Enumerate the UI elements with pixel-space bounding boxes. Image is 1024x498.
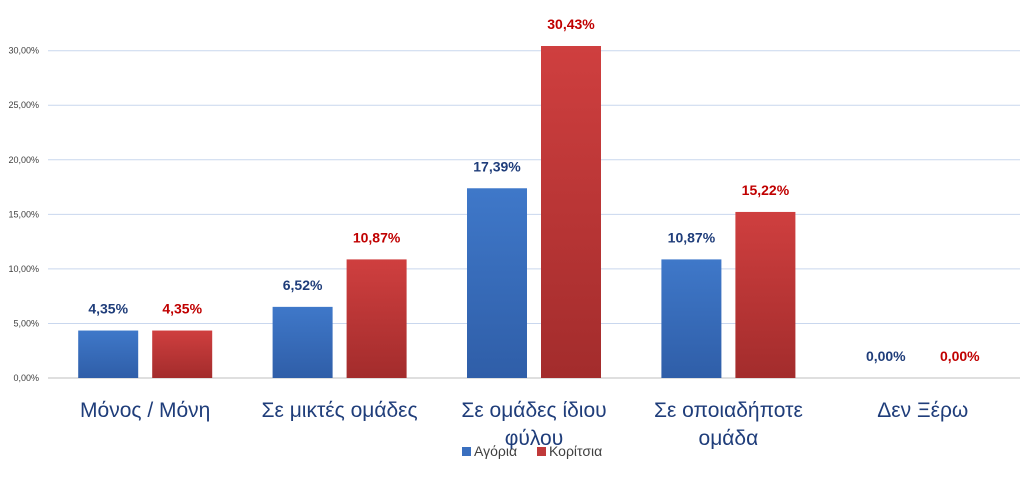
y-tick-label: 25,00% bbox=[8, 100, 39, 110]
category-label-line: Σε ομάδες ίδιου bbox=[461, 399, 606, 422]
data-label: 10,87% bbox=[353, 229, 401, 245]
data-labels: 4,35% 4,35% 6,52% 10,87% 17,39% 30,43% 10,87% 1… bbox=[88, 16, 980, 364]
y-tick-label: 0,00% bbox=[13, 373, 39, 383]
legend-swatch-girls bbox=[537, 447, 546, 456]
category-label: Σε οποιαδήποτε ομάδα bbox=[654, 399, 803, 450]
category-label-line: Σε οποιαδήποτε bbox=[654, 399, 803, 422]
bar-boys bbox=[467, 188, 527, 378]
data-label: 17,39% bbox=[473, 158, 521, 174]
legend-label: Αγόρια bbox=[474, 443, 517, 459]
y-tick-label: 10,00% bbox=[8, 264, 39, 274]
bar-boys bbox=[78, 330, 139, 378]
category-label-line: Δεν Ξέρω bbox=[877, 399, 968, 422]
data-label: 30,43% bbox=[547, 16, 595, 32]
y-tick-label: 15,00% bbox=[8, 209, 39, 219]
category-label: Δεν Ξέρω bbox=[877, 399, 968, 422]
category-label: Σε μικτές ομάδες bbox=[262, 399, 418, 422]
data-label: 0,00% bbox=[866, 348, 906, 364]
data-label: 4,35% bbox=[88, 301, 128, 317]
category-label: Σε ομάδες ίδιου φύλου bbox=[461, 399, 606, 450]
gridlines bbox=[48, 50, 1020, 379]
category-label: Μόνος / Μόνη bbox=[80, 399, 210, 422]
bar-girls bbox=[735, 211, 796, 378]
y-tick-label: 30,00% bbox=[8, 46, 39, 56]
data-label: 6,52% bbox=[283, 277, 323, 293]
data-label: 15,22% bbox=[742, 182, 790, 198]
data-label: 0,00% bbox=[940, 348, 980, 364]
legend-label: Κορίτσια bbox=[549, 443, 602, 459]
category-label-line: Σε μικτές ομάδες bbox=[262, 399, 418, 422]
legend-swatch-boys bbox=[462, 447, 471, 456]
bar-boys bbox=[661, 259, 722, 378]
legend[interactable]: Αγόρια Κορίτσια bbox=[462, 443, 602, 459]
bar-girls bbox=[152, 330, 213, 378]
category-label-line: φύλου bbox=[505, 427, 563, 450]
data-label: 10,87% bbox=[668, 229, 716, 245]
category-label-line: Μόνος / Μόνη bbox=[80, 399, 210, 422]
category-label-line: ομάδα bbox=[699, 427, 759, 450]
bars bbox=[78, 46, 796, 378]
data-label: 4,35% bbox=[162, 301, 202, 317]
bar-boys bbox=[272, 306, 333, 378]
x-axis: Μόνος / Μόνη Σε μικτές ομάδες Σε ομάδες ίδ… bbox=[80, 399, 968, 450]
y-tick-label: 5,00% bbox=[13, 318, 39, 328]
y-tick-label: 20,00% bbox=[8, 155, 39, 165]
bar-girls bbox=[541, 46, 601, 378]
bar-girls bbox=[346, 259, 407, 378]
y-axis: 0,00% 5,00% 10,00% 15,00% 20,00% 25,00% 30,00% bbox=[8, 46, 39, 383]
